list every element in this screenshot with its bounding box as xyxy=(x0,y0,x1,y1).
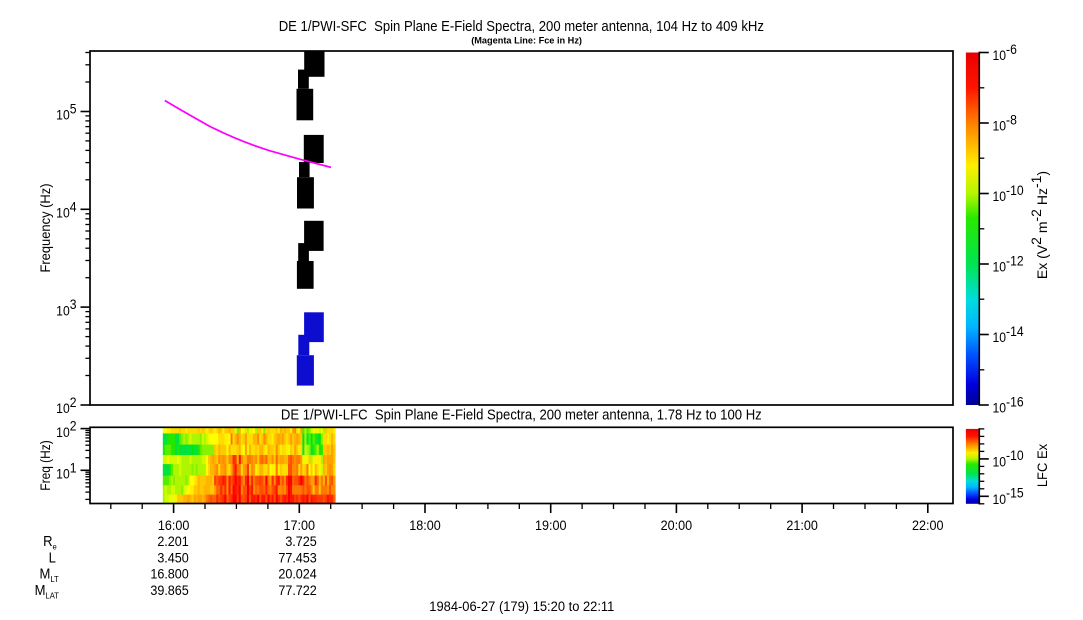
svg-text:77.453: 77.453 xyxy=(278,550,316,566)
svg-text:1984-06-27 (179) 15:20 to 22:1: 1984-06-27 (179) 15:20 to 22:11 xyxy=(429,598,614,614)
svg-text:39.865: 39.865 xyxy=(150,582,188,598)
svg-text:DE 1/PWI-LFC Spin Plane E-Fie: DE 1/PWI-LFC Spin Plane E-Field Spectra,… xyxy=(281,406,762,423)
svg-text:Freq (Hz): Freq (Hz) xyxy=(37,440,53,490)
svg-text:Ex (V2 m-2 Hz-1): Ex (V2 m-2 Hz-1) xyxy=(1028,171,1050,279)
svg-text:L: L xyxy=(49,550,57,566)
svg-text:3.725: 3.725 xyxy=(285,533,316,549)
svg-text:LFC Ex: LFC Ex xyxy=(1035,444,1051,488)
svg-text:2.201: 2.201 xyxy=(157,533,188,549)
svg-text:20.024: 20.024 xyxy=(278,566,316,582)
svg-text:77.722: 77.722 xyxy=(278,582,316,598)
svg-text:21:00: 21:00 xyxy=(786,518,817,534)
svg-text:22:00: 22:00 xyxy=(912,518,943,534)
svg-text:DE 1/PWI-SFC Spin Plane E-Fie: DE 1/PWI-SFC Spin Plane E-Field Spectra,… xyxy=(279,17,764,34)
svg-text:18:00: 18:00 xyxy=(409,518,440,534)
svg-text:20:00: 20:00 xyxy=(661,518,692,534)
svg-text:19:00: 19:00 xyxy=(535,518,566,534)
svg-text:17:00: 17:00 xyxy=(284,518,315,534)
svg-text:16:00: 16:00 xyxy=(158,518,189,534)
svg-text:(Magenta Line: Fce in Hz): (Magenta Line: Fce in Hz) xyxy=(471,35,582,45)
svg-text:16.800: 16.800 xyxy=(150,566,188,582)
svg-text:Frequency (Hz): Frequency (Hz) xyxy=(38,183,54,272)
svg-text:3.450: 3.450 xyxy=(157,550,188,566)
